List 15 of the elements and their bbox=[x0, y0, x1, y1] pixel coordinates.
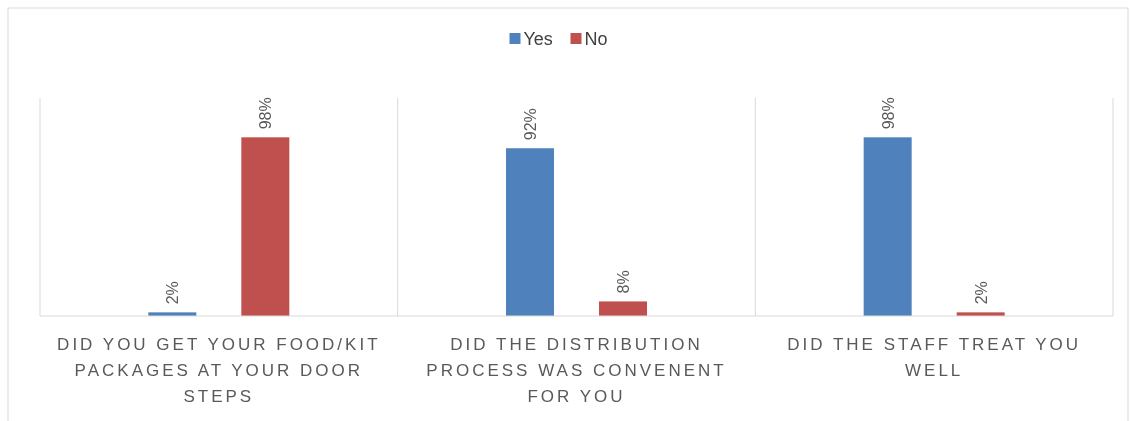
bar bbox=[506, 148, 554, 316]
bar bbox=[599, 301, 647, 316]
data-label: 92% bbox=[522, 108, 539, 141]
x-tick-label: DID YOU GET YOUR FOOD/KIT PACKAGES AT YOUR DOOR STEPS bbox=[57, 335, 381, 406]
data-label: 2% bbox=[164, 281, 182, 305]
x-tick-label: DID THE STAFF TREAT YOU WELL bbox=[787, 335, 1082, 380]
data-label: 2% bbox=[972, 281, 990, 305]
data-label: 98% bbox=[257, 97, 275, 130]
data-label: 8% bbox=[615, 270, 632, 294]
data-label: 98% bbox=[879, 97, 897, 130]
legend-label: No bbox=[584, 29, 608, 49]
bar bbox=[241, 137, 290, 316]
legend-label: Yes bbox=[523, 29, 553, 49]
bar bbox=[863, 137, 912, 316]
x-tick-label: DID THE DISTRIBUTION PROCESS WAS CONVENENT FOR YOU bbox=[426, 335, 727, 406]
